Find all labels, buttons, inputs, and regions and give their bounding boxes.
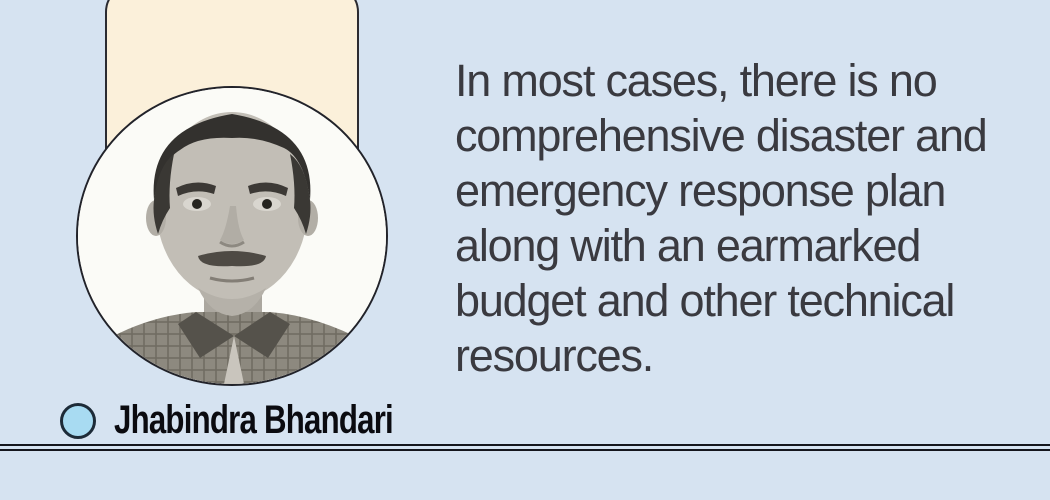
circle-bullet-icon (60, 402, 96, 439)
quote-line: along with an earmarked (455, 220, 921, 271)
divider-rule (0, 444, 1050, 451)
portrait-image (78, 88, 386, 384)
author-name: Jhabindra Bhandari (114, 398, 394, 442)
quote-line: In most cases, there is no (455, 55, 938, 106)
quote-line: budget and other technical (455, 275, 955, 326)
quote-line: comprehensive disaster and (455, 110, 988, 161)
author-photo (76, 86, 388, 386)
pull-quote: In most cases, there is no comprehensive… (455, 53, 988, 383)
quote-line: emergency response plan (455, 165, 946, 216)
author-byline: Jhabindra Bhandari (60, 398, 472, 443)
quote-line: resources. (455, 330, 654, 381)
